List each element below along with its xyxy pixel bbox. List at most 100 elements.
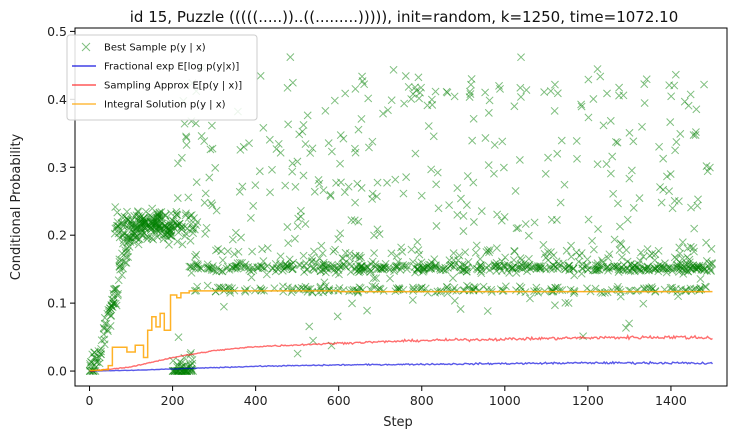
best-sample-point <box>510 102 519 111</box>
best-sample-point <box>208 144 217 153</box>
y-tick-label: 0.1 <box>47 296 67 311</box>
best-sample-point <box>383 106 392 115</box>
plot-series <box>85 53 717 376</box>
best-sample-point <box>589 245 598 254</box>
best-sample-point <box>182 141 191 149</box>
best-sample-point <box>240 262 249 271</box>
legend-label: Sampling Approx E[p(y | x)] <box>104 81 242 92</box>
best-sample-point <box>356 284 365 293</box>
best-sample-point <box>599 121 608 130</box>
best-sample-point <box>215 266 224 275</box>
best-sample-point <box>307 253 316 262</box>
best-sample-point <box>293 349 302 358</box>
best-sample-point <box>344 182 353 191</box>
best-sample-point <box>284 239 293 248</box>
best-sample-point <box>402 173 411 182</box>
best-sample-point <box>334 235 343 244</box>
best-sample-point <box>357 114 366 123</box>
best-sample-point <box>404 82 413 91</box>
best-sample-point <box>156 224 165 233</box>
best-sample-point <box>122 258 131 267</box>
best-sample-point <box>358 72 367 81</box>
best-sample-point <box>547 286 556 295</box>
best-sample-point <box>608 152 617 161</box>
best-sample-point <box>476 255 485 263</box>
best-sample-point <box>557 136 566 145</box>
best-sample-point <box>609 189 618 198</box>
best-sample-point <box>553 89 562 98</box>
x-tick-label: 800 <box>410 393 434 408</box>
best-sample-point <box>524 254 533 263</box>
best-sample-point <box>544 248 552 257</box>
best-sample-point <box>248 247 257 256</box>
best-sample-point <box>552 216 561 224</box>
best-sample-point <box>651 250 660 259</box>
best-sample-point <box>295 260 304 269</box>
best-sample-point <box>595 265 604 274</box>
best-sample-point <box>200 198 209 207</box>
best-sample-point <box>694 195 702 204</box>
best-sample-point <box>324 139 333 148</box>
best-sample-point <box>643 245 652 254</box>
best-sample-point <box>593 160 602 169</box>
best-sample-point <box>687 203 695 212</box>
best-sample-point <box>372 274 381 283</box>
best-sample-point <box>491 262 500 271</box>
best-sample-point <box>657 261 666 270</box>
best-sample-point <box>123 247 132 255</box>
best-sample-point <box>539 240 548 249</box>
best-sample-point <box>348 299 356 308</box>
best-sample-point <box>655 142 664 151</box>
best-sample-point <box>665 81 674 90</box>
best-sample-point <box>268 165 276 174</box>
best-sample-point <box>675 267 683 276</box>
best-sample-point <box>499 286 508 295</box>
best-sample-point <box>247 273 256 282</box>
best-sample-point <box>192 178 201 187</box>
best-sample-point <box>143 235 152 243</box>
best-sample-point <box>629 203 638 212</box>
best-sample-point <box>305 322 314 331</box>
best-sample-point <box>223 247 232 256</box>
best-sample-point <box>283 283 292 292</box>
best-sample-point <box>203 281 212 290</box>
best-sample-point <box>350 216 359 225</box>
best-sample-point <box>392 284 401 293</box>
best-sample-point <box>485 96 494 105</box>
best-sample-point <box>550 301 559 310</box>
best-sample-point <box>115 255 124 264</box>
best-sample-point <box>594 225 603 233</box>
legend-label: Fractional exp E[log p(y|x)] <box>104 62 239 73</box>
best-sample-point <box>584 75 593 84</box>
x-tick-label: 200 <box>161 393 185 408</box>
legend-label: Best Sample p(y | x) <box>104 43 206 54</box>
best-sample-point <box>532 264 541 273</box>
x-axis-title: Step <box>383 415 413 430</box>
best-sample-point <box>399 261 408 269</box>
best-sample-point <box>365 143 373 152</box>
best-sample-point <box>656 183 665 192</box>
best-sample-point <box>351 148 360 157</box>
best-sample-point <box>394 257 403 266</box>
best-sample-point <box>678 238 687 247</box>
best-sample-point <box>350 265 359 274</box>
best-sample-point <box>383 178 392 187</box>
best-sample-point <box>132 232 141 241</box>
best-sample-point <box>236 145 245 154</box>
best-sample-point <box>368 282 377 290</box>
best-sample-point <box>153 233 162 241</box>
best-sample-point <box>310 247 318 256</box>
best-sample-point <box>146 226 155 234</box>
best-sample-point <box>501 253 510 262</box>
best-sample-point <box>509 256 518 264</box>
best-sample-point <box>564 261 573 270</box>
sampling-approx-line <box>89 333 713 372</box>
best-sample-point <box>134 207 142 216</box>
best-sample-point <box>663 172 671 181</box>
best-sample-point <box>120 229 129 238</box>
best-sample-point <box>466 80 475 89</box>
best-sample-point <box>255 167 264 176</box>
best-sample-point <box>481 134 490 142</box>
best-sample-point <box>550 106 559 115</box>
best-sample-point <box>321 106 330 115</box>
